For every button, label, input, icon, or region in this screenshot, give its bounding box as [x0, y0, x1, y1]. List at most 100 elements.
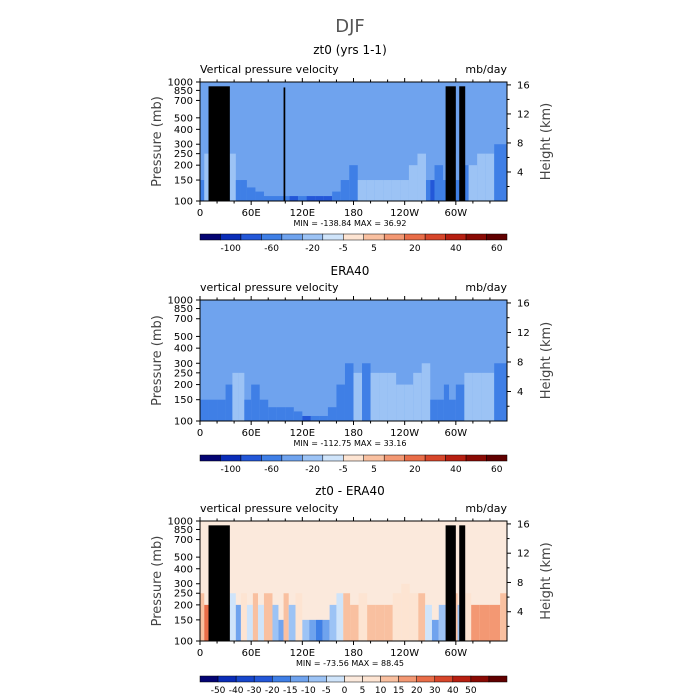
field-column: [278, 619, 284, 641]
colorbar-swatch: [488, 675, 508, 683]
colorbar-swatch: [452, 675, 472, 683]
field-column: [200, 180, 205, 201]
colorbar-label: 40: [450, 244, 462, 254]
field-column: [263, 593, 273, 641]
field-cell: [391, 180, 401, 201]
field-column: [357, 180, 367, 201]
field-column: [443, 384, 450, 421]
pressure-tick-label: 100: [174, 417, 193, 428]
field-cell: [244, 399, 252, 421]
field-cell: [322, 619, 330, 641]
height-tick-label: 16: [517, 298, 530, 309]
colorbar-label: 20: [409, 465, 421, 475]
field-cell: [240, 180, 247, 201]
pressure-tick-label: 200: [174, 380, 193, 391]
panel-title: zt0 - ERA40: [315, 484, 385, 498]
field-column: [295, 593, 303, 641]
field-cell: [309, 619, 316, 641]
colorbar-swatch: [363, 233, 385, 241]
colorbar-label: 5: [371, 465, 377, 475]
height-tick-label: 4: [517, 607, 523, 618]
field-column: [302, 415, 311, 421]
field-column: [268, 407, 277, 421]
colorbar-label: -5: [322, 686, 331, 696]
field-column: [489, 604, 501, 641]
field-cell: [246, 604, 253, 641]
pressure-tick-label: 100: [174, 637, 193, 648]
field-cell: [235, 180, 241, 201]
field-column: [425, 180, 431, 201]
field-cell: [383, 180, 392, 201]
field-column: [272, 604, 279, 641]
field-column: [409, 593, 419, 641]
field-column: [204, 153, 209, 201]
pressure-tick-label: 150: [174, 176, 193, 187]
field-column: [208, 399, 218, 421]
field-column: [425, 604, 432, 641]
field-column: [494, 363, 507, 421]
field-column: [434, 165, 444, 201]
lon-tick-label: 60W: [445, 208, 468, 219]
field-cell: [263, 196, 273, 201]
pressure-tick-label: 1000: [168, 78, 193, 89]
field-cell: [257, 604, 264, 641]
field-cell: [455, 384, 465, 421]
pressure-tick-label: 400: [174, 344, 193, 355]
field-column: [349, 165, 358, 201]
height-tick-label: 16: [517, 80, 530, 91]
pressure-tick-label: 300: [174, 359, 193, 370]
field-column: [408, 165, 418, 201]
field-column: [315, 619, 323, 641]
field-cell: [413, 372, 422, 421]
pressure-tick-label: 850: [174, 304, 193, 315]
colorbar-swatch: [404, 233, 426, 241]
panel-title: ERA40: [331, 264, 370, 278]
height-tick-label: 4: [517, 167, 523, 178]
field-column: [400, 180, 409, 201]
colorbar-label: 60: [491, 244, 503, 254]
field-cell: [217, 399, 226, 421]
field-column: [370, 372, 380, 421]
pressure-tick-label: 250: [174, 149, 193, 160]
field-column: [479, 604, 490, 641]
pressure-tick-label: 200: [174, 600, 193, 611]
colorbar-swatch: [380, 675, 399, 683]
min-max-stats: MIN = -73.56 MAX = 88.45: [296, 659, 404, 668]
colorbar-label: -100: [220, 244, 241, 254]
figure-title: DJF: [335, 16, 365, 37]
colorbar-label: -60: [264, 244, 279, 254]
colorbar-swatch: [343, 233, 364, 241]
colorbar-swatch: [445, 233, 467, 241]
pressure-tick-label: 500: [174, 113, 193, 124]
min-max-stats: MIN = -138.84 MAX = 36.92: [293, 219, 406, 228]
field-column: [471, 604, 480, 641]
panel-subtitle: vertical pressure velocity: [200, 502, 339, 515]
colorbar-label: -100: [220, 465, 241, 475]
lon-tick-label: 60W: [445, 648, 468, 659]
colorbar-swatch: [486, 233, 508, 241]
field-column: [430, 399, 438, 421]
field-cell: [367, 604, 376, 641]
field-cell: [295, 593, 303, 641]
field-column: [336, 384, 345, 421]
field-column: [263, 196, 273, 201]
field-column: [336, 593, 344, 641]
field-cell: [336, 384, 345, 421]
field-cell: [370, 372, 380, 421]
field-cell: [472, 372, 482, 421]
field-cell: [468, 165, 478, 201]
field-column: [283, 593, 289, 641]
colorbar-swatch: [362, 675, 381, 683]
pressure-tick-label: 1000: [168, 517, 193, 528]
colorbar-swatch: [220, 454, 242, 462]
field-column: [259, 399, 269, 421]
field-cell: [349, 165, 358, 201]
field-column: [464, 593, 472, 641]
colorbar-swatch: [416, 675, 436, 683]
y-axis-label: Pressure (mb): [150, 315, 165, 406]
colorbar-swatch: [398, 675, 417, 683]
colorbar-label: -30: [247, 686, 262, 696]
colorbar-swatch: [308, 675, 327, 683]
field-cell: [366, 180, 375, 201]
field-column: [251, 384, 260, 421]
